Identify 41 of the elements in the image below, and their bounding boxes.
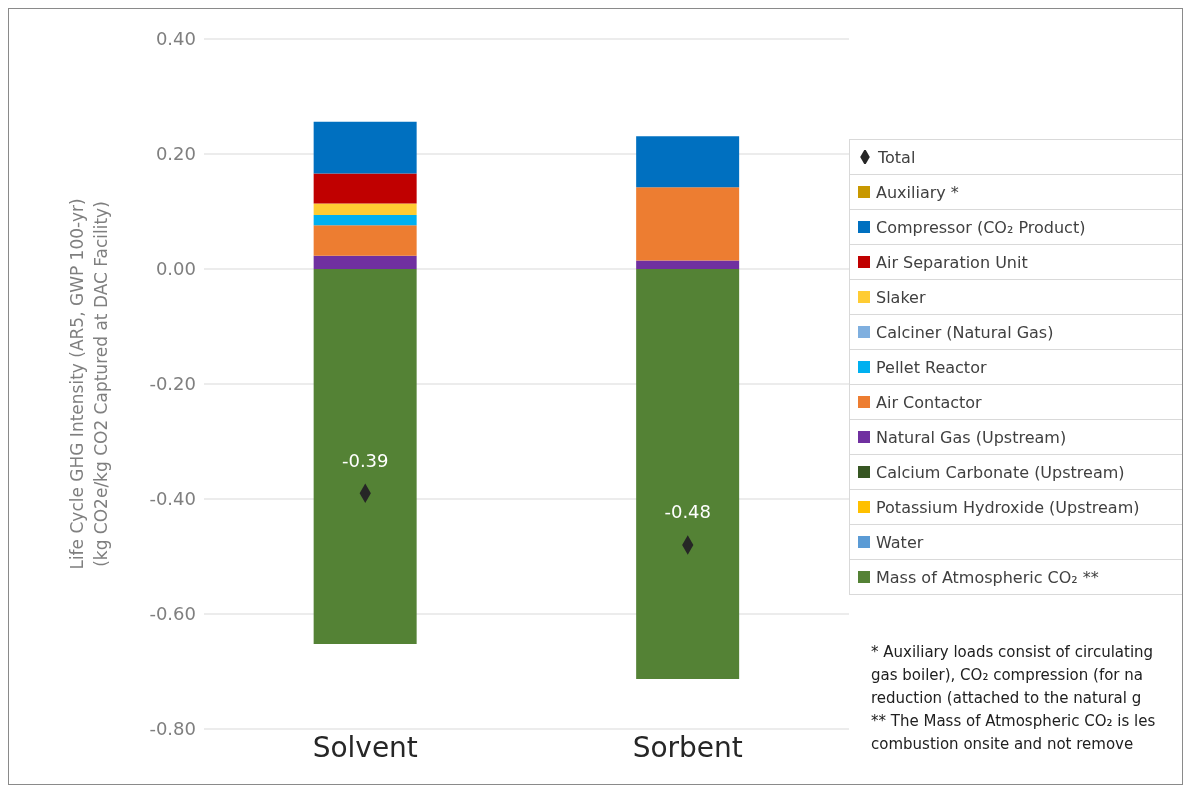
y-tick-label: -0.20 bbox=[149, 373, 196, 395]
y-tick-label: 0.40 bbox=[155, 28, 196, 50]
x-tick-label: Sorbent bbox=[632, 730, 743, 764]
bar bbox=[313, 269, 417, 644]
legend-label: Calciner (Natural Gas) bbox=[876, 322, 1054, 342]
y-axis-title: Life Cycle GHG Intensity (AR5, GWP 100-yr) (kg CO2e/kg CO2 Captured at DAC Facility) bbox=[66, 198, 112, 570]
y-tick-label: 0.00 bbox=[155, 258, 196, 280]
legend-label: Natural Gas (Upstream) bbox=[876, 427, 1067, 447]
bar bbox=[313, 225, 417, 256]
legend-label: Water bbox=[876, 532, 924, 552]
y-tick-label: -0.40 bbox=[149, 488, 196, 510]
bar bbox=[636, 187, 740, 261]
legend-label: Total bbox=[878, 147, 916, 167]
legend-label: Slaker bbox=[876, 287, 926, 307]
legend-label: Air Contactor bbox=[876, 392, 982, 412]
text: ** The Mass of Atmospheric CO₂ is les bbox=[871, 711, 1156, 732]
text: combustion onsite and not remove bbox=[871, 734, 1135, 755]
data-label: -0.39 bbox=[341, 449, 389, 471]
legend-label: Pellet Reactor bbox=[876, 357, 987, 377]
bar bbox=[313, 255, 417, 269]
x-tick-label: Solvent bbox=[312, 730, 418, 764]
bar bbox=[636, 260, 740, 269]
legend-label: Potassium Hydroxide (Upstream) bbox=[876, 497, 1140, 517]
bar bbox=[636, 136, 740, 188]
data-label: -0.48 bbox=[664, 501, 712, 523]
legend-label: Compressor (CO₂ Product) bbox=[876, 217, 1086, 237]
bar bbox=[313, 173, 417, 204]
bar bbox=[313, 121, 417, 174]
y-tick-label: 0.20 bbox=[155, 143, 196, 165]
legend-label: Air Separation Unit bbox=[876, 252, 1028, 272]
legend-label: Calcium Carbonate (Upstream) bbox=[876, 462, 1125, 482]
text: reduction (attached to the natural g bbox=[871, 688, 1143, 709]
text: * Auxiliary loads consist of circulating bbox=[871, 642, 1155, 663]
legend-label: Auxiliary * bbox=[876, 182, 959, 202]
bar bbox=[636, 269, 740, 679]
y-tick-label: -0.60 bbox=[149, 603, 196, 625]
bar bbox=[313, 203, 417, 215]
bar bbox=[313, 214, 417, 226]
text: gas boiler), CO₂ compression (for na bbox=[871, 665, 1144, 686]
y-tick-label: -0.80 bbox=[149, 718, 196, 740]
legend-label: Mass of Atmospheric CO₂ ** bbox=[876, 567, 1099, 587]
